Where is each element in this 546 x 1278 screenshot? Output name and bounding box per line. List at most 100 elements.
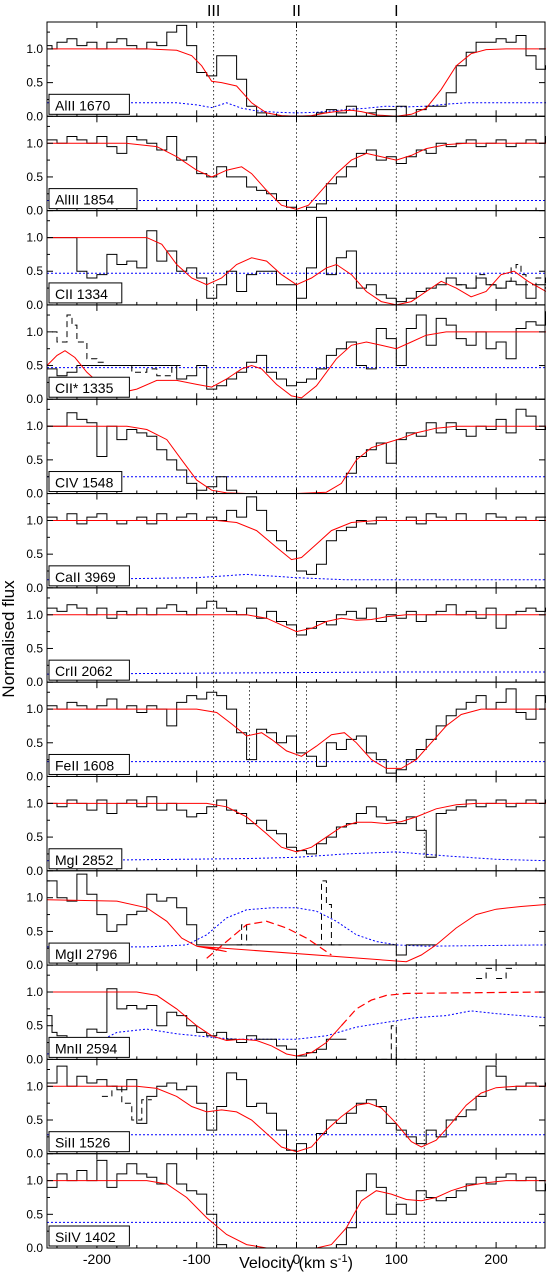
- panel: 0.0 0.5 1.0 AlIII 1854: [26, 115, 546, 218]
- panel-traces: [47, 1065, 546, 1154]
- ion-label-box: [48, 1225, 130, 1247]
- y-tick-label: 0.5: [26, 264, 43, 278]
- panel: 0.0 0.5 1.0 CII 1334: [26, 210, 546, 312]
- ion-label-box: [48, 659, 130, 681]
- y-tick-label: 1.0: [26, 796, 43, 810]
- error-spectrum: [47, 671, 546, 675]
- ion-label: MgI 2852: [55, 852, 114, 868]
- ion-label: FeII 1608: [55, 757, 114, 773]
- ion-label: CrII 2062: [55, 663, 113, 679]
- ion-label: CII* 1335: [55, 380, 114, 396]
- y-tick-label: 0.5: [26, 1207, 43, 1221]
- x-tick-label: 200: [484, 1251, 508, 1267]
- y-tick-label: 0.0: [26, 204, 43, 218]
- panel: 0.0 0.5 1.0 MgII 2796: [26, 870, 546, 972]
- x-axis-label-close: ): [348, 1255, 353, 1272]
- ion-label: SiII 1526: [55, 1135, 110, 1151]
- y-tick-label: 1.0: [26, 891, 43, 905]
- flux-spectrum: [47, 1065, 546, 1154]
- y-tick-label: 0.0: [26, 958, 43, 972]
- y-tick-label: 1.0: [26, 608, 43, 622]
- ion-label-box: [48, 1131, 130, 1153]
- y-tick-label: 0.0: [26, 487, 43, 501]
- y-tick-label: 1.0: [26, 419, 43, 433]
- y-tick-label: 0.5: [26, 1113, 43, 1127]
- blended-spectrum: [316, 880, 342, 946]
- y-tick-label: 0.0: [26, 769, 43, 783]
- y-tick-label: 0.5: [26, 547, 43, 561]
- model-fit: [47, 48, 546, 117]
- ion-label: AlIII 1854: [55, 192, 114, 208]
- y-tick-label: 1.0: [26, 42, 43, 56]
- error-spectrum: [47, 907, 546, 948]
- ion-label-box: [48, 565, 130, 587]
- flux-spectrum: [47, 1159, 546, 1248]
- component-label: I: [394, 3, 398, 20]
- y-tick-label: 0.5: [26, 1019, 43, 1033]
- x-tick-label: -200: [83, 1251, 111, 1267]
- component-label: II: [292, 3, 301, 20]
- flux-spectrum: [47, 873, 437, 956]
- flux-spectrum: [47, 988, 347, 1057]
- y-tick-label: 1.0: [26, 1174, 43, 1188]
- y-tick-label: 1.0: [26, 1079, 43, 1093]
- model-fit: [47, 142, 546, 210]
- model-fit: [47, 237, 546, 305]
- panel: 0.0 0.5 1.0 CII* 1335: [26, 304, 546, 406]
- y-tick-label: 0.0: [26, 1147, 43, 1161]
- panel-traces: [47, 1159, 546, 1248]
- y-tick-label: 0.5: [26, 170, 43, 184]
- error-spectrum: [47, 573, 546, 581]
- model-fit: [47, 520, 546, 561]
- model-fit: [47, 991, 342, 1057]
- y-tick-label: 1.0: [26, 985, 43, 999]
- ion-label: SiIV 1402: [55, 1229, 116, 1245]
- ion-label: MnII 2594: [55, 1040, 117, 1056]
- ion-label-box: [48, 942, 130, 964]
- panel: 0.0 0.5 1.0 CrII 2062: [26, 587, 546, 689]
- axis-labels: Normalised flux Velocity (km s-1) -200 -1…: [0, 580, 508, 1272]
- x-axis-label-exponent: -1: [338, 1253, 348, 1265]
- panel-traces: [47, 967, 546, 1060]
- model-fit-dashed: [340, 991, 546, 1027]
- panel-traces: [47, 688, 546, 774]
- ion-label-box: [48, 282, 123, 304]
- panel-traces: [47, 496, 546, 581]
- ion-label: CII 1334: [55, 286, 108, 302]
- y-tick-label: 0.0: [26, 298, 43, 312]
- y-tick-label: 1.0: [26, 325, 43, 339]
- y-tick-label: 0.0: [26, 675, 43, 689]
- y-tick-label: 0.0: [26, 109, 43, 123]
- blended-spectrum: [456, 264, 546, 289]
- model-fit: [47, 1180, 546, 1248]
- ion-label: MgII 2796: [55, 946, 117, 962]
- panel-traces: [47, 873, 546, 963]
- blended-spectrum: [121, 365, 182, 377]
- flux-spectrum: [47, 311, 546, 390]
- model-fit: [47, 1085, 546, 1153]
- blended-spectrum: [101, 1085, 152, 1121]
- ion-label-box: [48, 753, 130, 775]
- y-tick-label: 0.0: [26, 1052, 43, 1066]
- y-tick-label: 0.5: [26, 641, 43, 655]
- ion-label-box: [48, 471, 123, 493]
- y-tick-label: 0.0: [26, 392, 43, 406]
- panel-stack: 0.0 0.5 1.0 AlII 1670 0.0 0.5 1.0 AlIII 1854 0.0…: [26, 21, 546, 1255]
- model-fit-dashed: [206, 920, 332, 959]
- x-axis-label-main: Velocity (km s: [239, 1255, 338, 1272]
- panel-traces: [47, 600, 546, 675]
- panel: 0.0 0.5 1.0 CIV 1548: [26, 398, 546, 501]
- ion-label: CIV 1548: [55, 475, 114, 491]
- model-fit: [47, 802, 546, 853]
- panel: 0.0 0.5 1.0 CaII 3969: [26, 493, 546, 595]
- model-fit: [47, 614, 546, 633]
- y-tick-label: 0.5: [26, 76, 43, 90]
- panel: 0.0 0.5 1.0 MgI 2852: [26, 775, 546, 878]
- ion-label: AlII 1670: [55, 97, 110, 113]
- panel: 0.0 0.5 1.0 SiIV 1402: [26, 1153, 546, 1255]
- model-fit: [47, 899, 546, 963]
- ion-label: CaII 3969: [55, 569, 116, 585]
- panel-traces: [47, 216, 546, 305]
- model-fit: [47, 425, 546, 494]
- blended-spectrum: [381, 1025, 407, 1060]
